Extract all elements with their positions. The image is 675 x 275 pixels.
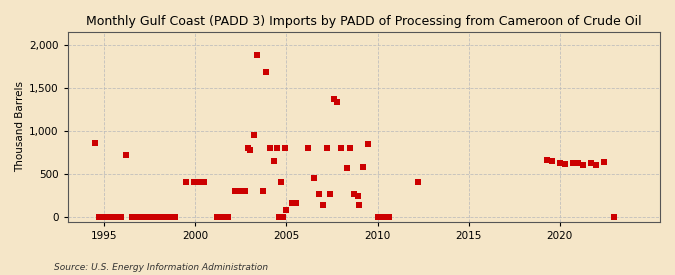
Point	[363, 141, 374, 146]
Point	[308, 176, 319, 180]
Point	[275, 214, 286, 219]
Point	[101, 214, 111, 219]
Point	[325, 192, 335, 196]
Point	[212, 214, 223, 219]
Point	[170, 214, 181, 219]
Point	[547, 159, 558, 163]
Point	[252, 53, 263, 57]
Point	[217, 214, 228, 219]
Y-axis label: Thousand Barrels: Thousand Barrels	[15, 81, 25, 172]
Point	[277, 214, 288, 219]
Point	[93, 214, 104, 219]
Point	[223, 214, 234, 219]
Point	[105, 214, 115, 219]
Point	[97, 214, 108, 219]
Point	[239, 189, 250, 193]
Point	[345, 146, 356, 150]
Point	[275, 214, 286, 219]
Point	[348, 192, 359, 196]
Point	[567, 161, 578, 166]
Point	[277, 214, 288, 219]
Point	[554, 161, 565, 166]
Point	[314, 192, 325, 196]
Point	[142, 214, 153, 219]
Point	[341, 166, 352, 171]
Point	[236, 189, 246, 193]
Point	[560, 162, 570, 166]
Point	[332, 99, 343, 104]
Point	[591, 163, 601, 167]
Point	[244, 147, 255, 152]
Point	[257, 189, 268, 193]
Point	[329, 97, 340, 101]
Point	[265, 146, 275, 150]
Point	[572, 161, 583, 165]
Point	[372, 214, 383, 219]
Point	[354, 203, 364, 208]
Point	[115, 214, 126, 219]
Point	[274, 214, 285, 219]
Point	[358, 164, 369, 169]
Point	[153, 214, 164, 219]
Point	[335, 146, 346, 150]
Point	[286, 201, 297, 205]
Point	[272, 146, 283, 150]
Point	[541, 158, 552, 162]
Point	[261, 70, 272, 75]
Point	[126, 214, 137, 219]
Point	[181, 180, 192, 185]
Point	[275, 180, 286, 185]
Point	[317, 203, 328, 208]
Point	[412, 180, 423, 185]
Point	[194, 180, 205, 185]
Point	[108, 214, 119, 219]
Point	[585, 161, 596, 165]
Point	[352, 194, 363, 198]
Point	[159, 214, 170, 219]
Text: Source: U.S. Energy Information Administration: Source: U.S. Energy Information Administ…	[54, 263, 268, 272]
Point	[188, 180, 199, 185]
Point	[230, 189, 241, 193]
Point	[279, 146, 290, 150]
Point	[121, 153, 132, 157]
Point	[281, 208, 292, 212]
Point	[383, 214, 394, 219]
Point	[90, 141, 101, 145]
Point	[148, 214, 159, 219]
Point	[269, 159, 279, 163]
Point	[137, 214, 148, 219]
Point	[578, 163, 589, 167]
Point	[165, 214, 176, 219]
Title: Monthly Gulf Coast (PADD 3) Imports by PADD of Processing from Cameroon of Crude: Monthly Gulf Coast (PADD 3) Imports by P…	[86, 15, 642, 28]
Point	[132, 214, 142, 219]
Point	[111, 214, 122, 219]
Point	[199, 180, 210, 185]
Point	[290, 201, 301, 205]
Point	[243, 146, 254, 150]
Point	[248, 133, 259, 137]
Point	[377, 214, 388, 219]
Point	[598, 160, 609, 165]
Point	[303, 146, 314, 150]
Point	[321, 146, 332, 150]
Point	[609, 214, 620, 219]
